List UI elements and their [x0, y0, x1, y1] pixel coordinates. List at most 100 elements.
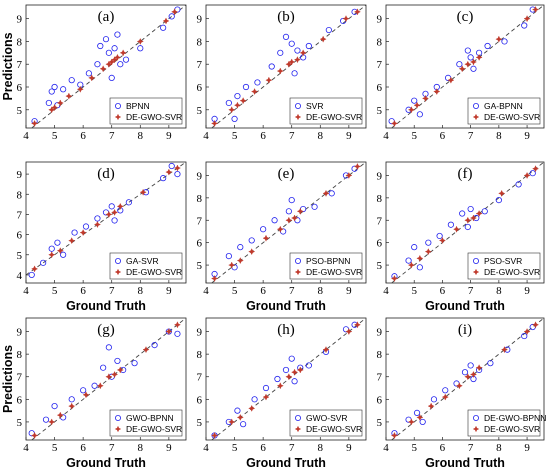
baseline-point — [68, 396, 75, 403]
y-tick-label: 9 — [197, 170, 203, 182]
baseline-point — [105, 49, 112, 56]
proposed-point — [322, 346, 330, 354]
y-tick-label: 4 — [17, 270, 23, 282]
baseline-point — [529, 170, 536, 177]
proposed-point — [79, 229, 87, 237]
y-tick-label: 6 — [197, 394, 203, 406]
x-tick-label: 6 — [440, 442, 446, 454]
diagonal-line — [391, 161, 545, 284]
baseline-point — [45, 99, 52, 107]
y-tick-label: 5 — [377, 417, 383, 429]
x-tick-label: 7 — [468, 285, 474, 297]
proposed-point — [469, 214, 477, 222]
baseline-point — [151, 342, 158, 349]
panel-label: (e) — [278, 166, 295, 182]
baseline-point — [470, 65, 477, 72]
y-tick-label: 5 — [17, 105, 23, 117]
x-tick-label: 4 — [23, 442, 29, 454]
baseline-point — [436, 232, 443, 240]
legend-label: DE-GWO-SVR — [126, 424, 182, 434]
proposed-point — [458, 65, 466, 73]
baseline-point — [114, 357, 121, 365]
y-tick-label: 7 — [197, 215, 203, 227]
proposed-point — [427, 402, 435, 410]
legend-box — [289, 409, 363, 437]
proposed-point — [93, 221, 101, 228]
y-tick-label: 6 — [17, 394, 23, 406]
proposed-point — [173, 321, 181, 329]
legend-circle-marker — [115, 103, 122, 110]
y-tick-label: 8 — [17, 349, 23, 361]
legend-label: GA-BPNN — [484, 101, 523, 111]
legend-star-marker — [472, 268, 480, 276]
legend-star-marker — [114, 113, 122, 121]
legend-star-marker — [114, 425, 122, 433]
proposed-point — [239, 97, 247, 105]
y-tick-label: 5 — [377, 260, 383, 272]
proposed-point — [82, 391, 90, 399]
proposed-point — [532, 321, 540, 329]
baseline-point — [42, 416, 50, 423]
proposed-point — [108, 58, 116, 66]
baseline-point — [160, 24, 167, 31]
proposed-point — [390, 432, 398, 439]
baseline-point — [484, 42, 491, 50]
proposed-point — [342, 15, 350, 23]
proposed-point — [105, 373, 113, 381]
baseline-point — [464, 223, 471, 231]
proposed-point — [228, 106, 236, 114]
baseline-point — [122, 56, 130, 63]
proposed-point — [498, 189, 506, 197]
x-tick-label: 8 — [138, 285, 144, 297]
legend-box — [467, 409, 541, 437]
y-tick-label: 6 — [377, 394, 383, 406]
proposed-point — [111, 208, 119, 216]
panel-label: (g) — [97, 322, 115, 338]
x-tick-label: 5 — [52, 285, 58, 297]
baseline-point — [242, 83, 250, 91]
x-tick-label: 9 — [346, 285, 352, 297]
baseline-point — [416, 264, 423, 271]
proposed-point — [236, 257, 244, 265]
proposed-point — [48, 418, 56, 426]
legend-circle-marker — [115, 414, 122, 421]
proposed-point — [262, 234, 270, 242]
y-tick-label: 8 — [17, 36, 23, 48]
proposed-point — [68, 402, 76, 410]
legend-label: DE-GWO-SVR — [126, 112, 182, 122]
proposed-point — [105, 210, 113, 218]
baseline-point — [501, 38, 508, 45]
legend-label: SVR — [306, 101, 323, 111]
baseline-point — [168, 13, 175, 20]
baseline-point — [277, 49, 284, 56]
baseline-point — [495, 196, 502, 204]
proposed-point — [424, 248, 432, 256]
x-tick-label: 9 — [166, 130, 172, 142]
proposed-point — [523, 171, 531, 179]
x-tick-label: 4 — [23, 285, 29, 297]
legend-label: PSO-SVR — [484, 256, 522, 266]
baseline-point — [271, 217, 278, 224]
baseline-point — [521, 332, 528, 340]
baseline-point — [111, 217, 118, 224]
proposed-point — [532, 165, 540, 173]
proposed-point — [416, 413, 424, 421]
legend-label: DE-GWO-SVR — [306, 424, 362, 434]
baseline-point — [288, 196, 295, 204]
proposed-point — [296, 207, 304, 215]
x-axis-title: Ground Truth — [425, 456, 505, 470]
proposed-point — [56, 99, 64, 107]
baseline-point — [419, 418, 426, 426]
x-tick-label: 9 — [166, 285, 172, 297]
x-tick-label: 4 — [203, 442, 209, 454]
proposed-point — [276, 382, 284, 390]
legend-box — [109, 409, 183, 437]
x-tick-label: 8 — [318, 442, 324, 454]
x-tick-label: 7 — [109, 285, 115, 297]
baseline-point — [225, 253, 232, 260]
x-tick-label: 5 — [411, 130, 417, 142]
baseline-point — [237, 244, 244, 251]
